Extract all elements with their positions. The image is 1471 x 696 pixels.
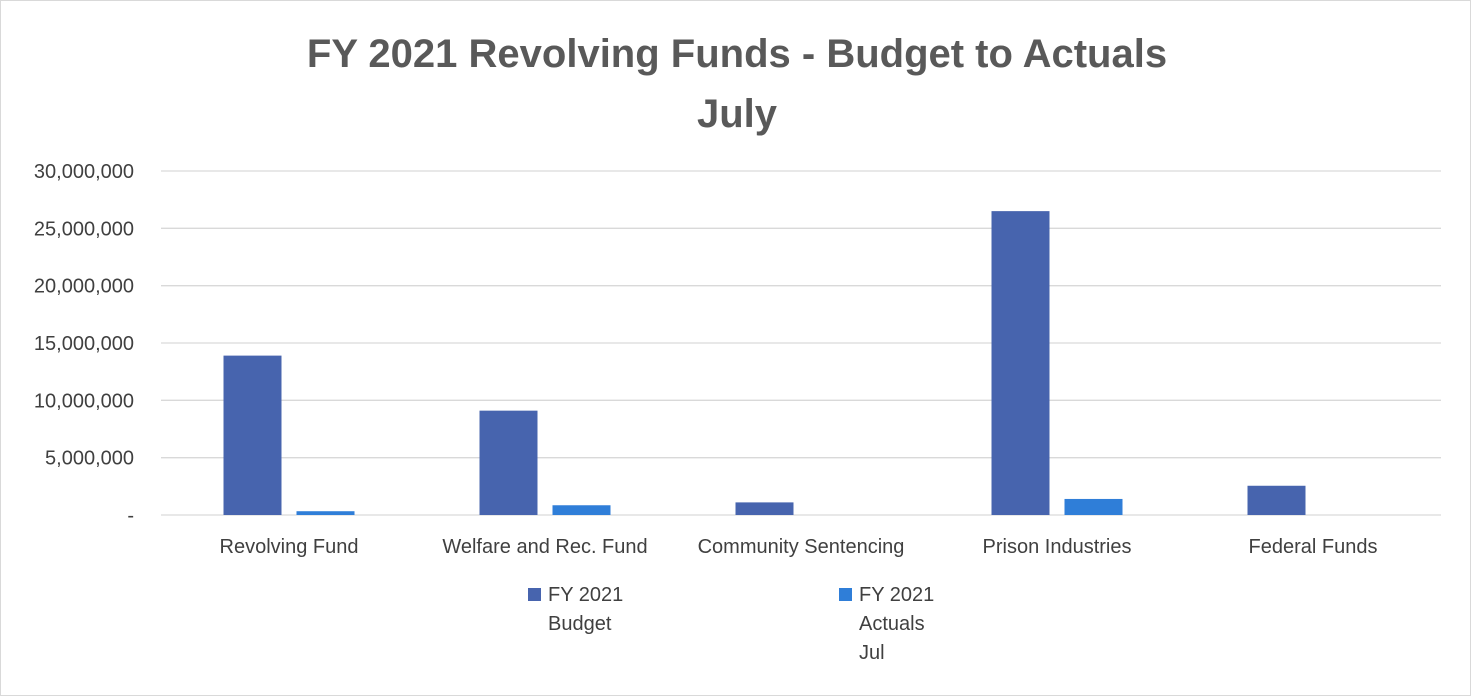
y-tick-label: 20,000,000 [34,276,134,298]
legend: FY 2021 Budget FY 2021 Actuals Jul [528,584,934,664]
legend-swatch [528,588,541,601]
bar-actuals [552,505,611,515]
legend-label-line: FY 2021 [859,584,934,606]
x-tick-label: Welfare and Rec. Fund [442,536,647,558]
legend-label-line: Budget [548,613,612,635]
legend-label-line: Actuals [859,613,925,635]
y-tick-label: 30,000,000 [34,161,134,183]
bar-budget [223,355,282,515]
bar-budget [735,502,794,515]
bar-actuals [296,511,355,515]
bar-budget [991,211,1050,515]
bar-actuals [1064,498,1123,515]
bars [223,211,1306,515]
chart-title: FY 2021 Revolving Funds - Budget to Actu… [307,32,1167,76]
gridlines [161,170,1441,516]
y-axis-ticks: - 5,000,000 10,000,000 15,000,000 20,000,000… [34,161,134,527]
x-tick-label: Revolving Fund [220,536,359,558]
y-tick-label: - [127,505,134,527]
chart-title-group: FY 2021 Revolving Funds - Budget to Actu… [307,32,1167,136]
x-tick-label: Prison Industries [983,536,1132,558]
legend-label: FY 2021 Actuals Jul [859,584,934,664]
legend-item: FY 2021 Actuals Jul [839,584,934,664]
bar-budget [479,410,538,515]
y-tick-label: 15,000,000 [34,333,134,355]
x-tick-label: Community Sentencing [698,536,905,558]
x-tick-label: Federal Funds [1249,536,1378,558]
legend-label-line: Jul [859,642,885,664]
legend-label-line: FY 2021 [548,584,623,606]
x-axis-ticks: Revolving Fund Welfare and Rec. Fund Commu… [220,536,1378,558]
y-tick-label: 10,000,000 [34,390,134,412]
legend-label: FY 2021 Budget [548,584,623,635]
legend-swatch [839,588,852,601]
bar-budget [1247,485,1306,515]
legend-item: FY 2021 Budget [528,584,623,635]
y-tick-label: 5,000,000 [45,448,134,470]
chart-subtitle: July [697,92,778,136]
y-tick-label: 25,000,000 [34,218,134,240]
